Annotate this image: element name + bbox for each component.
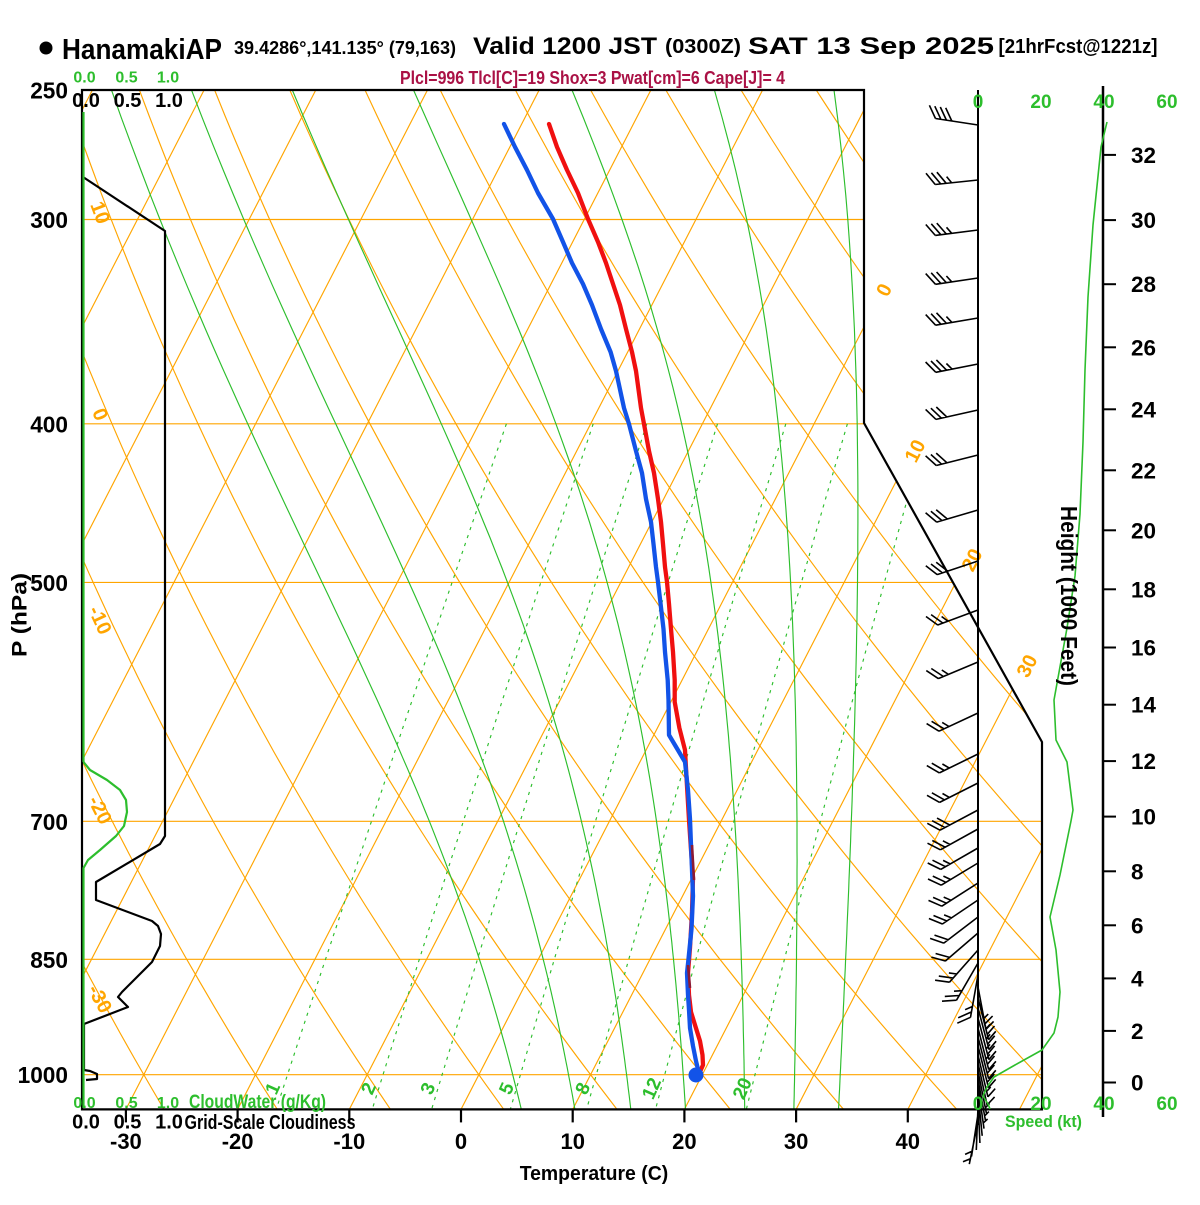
svg-text:1.0: 1.0	[155, 1112, 183, 1134]
svg-text:250: 250	[30, 78, 68, 104]
svg-text:0: 0	[973, 92, 984, 113]
svg-text:32: 32	[1131, 143, 1156, 168]
svg-text:24: 24	[1131, 397, 1157, 422]
svg-text:18: 18	[1131, 577, 1156, 602]
svg-text:1.0: 1.0	[155, 90, 183, 112]
svg-text:8: 8	[1131, 859, 1144, 884]
svg-text:20: 20	[1131, 518, 1156, 543]
svg-text:700: 700	[30, 809, 68, 835]
svg-text:HanamakiAP: HanamakiAP	[62, 34, 222, 66]
svg-text:0.5: 0.5	[114, 90, 142, 112]
svg-text:[21hrFcst@1221z]: [21hrFcst@1221z]	[999, 36, 1158, 58]
svg-text:10: 10	[560, 1129, 584, 1154]
svg-text:20: 20	[672, 1129, 696, 1154]
svg-text:0.0: 0.0	[73, 70, 95, 87]
svg-text:500: 500	[30, 570, 68, 596]
svg-text:Grid-Scale Cloudiness: Grid-Scale Cloudiness	[185, 1112, 356, 1134]
svg-text:-10: -10	[333, 1129, 365, 1154]
svg-text:40: 40	[896, 1129, 920, 1154]
svg-text:12: 12	[1131, 749, 1156, 774]
svg-text:SAT 13 Sep 2025: SAT 13 Sep 2025	[748, 33, 994, 60]
svg-text:60: 60	[1156, 92, 1177, 113]
svg-text:20: 20	[1030, 92, 1051, 113]
svg-text:40: 40	[1093, 92, 1114, 113]
svg-text:16: 16	[1131, 636, 1156, 661]
svg-text:2: 2	[1131, 1019, 1144, 1044]
svg-text:300: 300	[30, 207, 68, 233]
svg-text:30: 30	[784, 1129, 808, 1154]
svg-text:Valid 1200 JST: Valid 1200 JST	[473, 33, 657, 60]
svg-text:0.5: 0.5	[114, 1112, 142, 1134]
svg-text:4: 4	[1131, 966, 1144, 991]
svg-text:-30: -30	[110, 1129, 142, 1154]
svg-text:0.0: 0.0	[72, 90, 100, 112]
svg-text:850: 850	[30, 947, 68, 973]
svg-text:-20: -20	[222, 1129, 254, 1154]
svg-text:14: 14	[1131, 693, 1157, 718]
svg-text:0.0: 0.0	[73, 1095, 95, 1112]
svg-text:Temperature (C): Temperature (C)	[520, 1162, 669, 1185]
svg-text:30: 30	[1131, 208, 1156, 233]
svg-text:40: 40	[1093, 1094, 1114, 1115]
svg-text:Plcl=996 Tlcl[C]=19 Shox=3 Pwa: Plcl=996 Tlcl[C]=19 Shox=3 Pwat[cm]=6 Ca…	[400, 68, 785, 88]
svg-text:400: 400	[30, 411, 68, 437]
svg-text:0: 0	[973, 1094, 984, 1115]
svg-text:Height (1000 Feet): Height (1000 Feet)	[1056, 506, 1082, 686]
svg-text:0.5: 0.5	[115, 1095, 137, 1112]
svg-text:CloudWater (g/Kg): CloudWater (g/Kg)	[189, 1092, 326, 1113]
svg-text:6: 6	[1131, 913, 1144, 938]
svg-text:10: 10	[1131, 805, 1156, 830]
svg-text:Speed (kt): Speed (kt)	[1005, 1112, 1082, 1131]
svg-text:P (hPa): P (hPa)	[9, 573, 32, 657]
svg-text:28: 28	[1131, 272, 1156, 297]
svg-text:1.0: 1.0	[157, 70, 179, 87]
svg-text:0: 0	[455, 1129, 467, 1154]
svg-text:0.5: 0.5	[115, 70, 137, 87]
svg-text:20: 20	[1030, 1094, 1051, 1115]
svg-text:1000: 1000	[18, 1062, 68, 1088]
svg-text:60: 60	[1156, 1094, 1177, 1115]
svg-text:0: 0	[1131, 1071, 1144, 1096]
svg-text:(0300Z): (0300Z)	[665, 36, 741, 58]
svg-text:39.4286°,141.135° (79,163): 39.4286°,141.135° (79,163)	[234, 37, 456, 58]
svg-text:22: 22	[1131, 458, 1156, 483]
svg-text:26: 26	[1131, 335, 1156, 360]
svg-text:0.0: 0.0	[72, 1112, 100, 1134]
svg-text:1.0: 1.0	[157, 1095, 179, 1112]
